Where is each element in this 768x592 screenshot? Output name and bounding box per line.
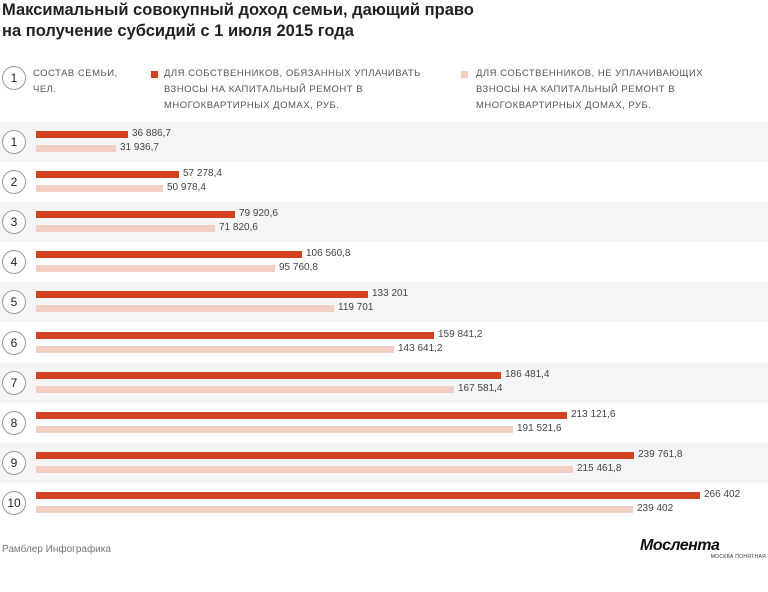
value-label-series-1: 239 761,8 (638, 449, 683, 460)
value-label-series-2: 95 760,8 (279, 262, 318, 273)
mos-lenta-logo: Мослента москва понятная (640, 538, 768, 562)
bar-series-2 (36, 225, 215, 232)
chart-row-bg (0, 443, 768, 483)
chart-row-bg (0, 162, 768, 202)
legend-family-label: Состав семьи, чел. (33, 68, 118, 95)
chart-row-bg (0, 202, 768, 242)
value-label-series-1: 36 886,7 (132, 128, 171, 139)
bar-series-1 (36, 372, 501, 379)
value-label-series-2: 31 936,7 (120, 142, 159, 153)
bar-series-2 (36, 185, 163, 192)
value-label-series-1: 186 481,4 (505, 369, 550, 380)
bar-series-2 (36, 506, 633, 513)
category-label: 4 (2, 250, 26, 274)
value-label-series-1: 133 201 (372, 288, 409, 299)
bar-series-2 (36, 305, 334, 312)
value-label-series-2: 215 461,8 (577, 463, 622, 474)
legend-series-1-label: Для собственников, обязанных уплачивать … (164, 68, 421, 111)
bar-series-1 (36, 251, 302, 258)
legend-series-2-label: Для собственников, не уплачивающих взнос… (476, 68, 704, 111)
chart-row-bg (0, 363, 768, 403)
value-label-series-1: 266 402 (704, 489, 741, 500)
value-label-series-1: 159 841,2 (438, 329, 483, 340)
legend-series-2-swatch (461, 71, 468, 78)
value-label-series-1: 213 121,6 (571, 409, 616, 420)
value-label-series-2: 50 978,4 (167, 182, 206, 193)
bar-series-1 (36, 131, 128, 138)
legend-family-icon: 1 (2, 66, 26, 90)
value-label-series-1: 106 560,8 (306, 248, 351, 259)
value-label-series-2: 239 402 (637, 503, 674, 514)
category-label: 3 (2, 210, 26, 234)
category-label: 2 (2, 170, 26, 194)
chart-row-bg (0, 282, 768, 322)
bar-series-2 (36, 346, 394, 353)
chart-row-bg (0, 122, 768, 162)
bar-series-1 (36, 211, 235, 218)
value-label-series-2: 119 701 (338, 302, 374, 313)
chart-row-bg (0, 403, 768, 443)
legend-series-1-swatch (151, 71, 158, 78)
source-credit: Рамблер Инфографика (2, 544, 111, 555)
category-label: 7 (2, 371, 26, 395)
bar-series-2 (36, 265, 275, 272)
bar-series-1 (36, 171, 179, 178)
value-label-series-2: 191 521,6 (517, 423, 562, 434)
chart-row-bg (0, 323, 768, 363)
category-label: 8 (2, 411, 26, 435)
chart-title: Максимальный совокупный доход семьи, даю… (2, 0, 702, 42)
bar-series-2 (36, 466, 573, 473)
category-label: 9 (2, 451, 26, 475)
chart-title-line-2: на получение субсидий с 1 июля 2015 года (2, 22, 354, 40)
chart-row-bg (0, 242, 768, 282)
bar-series-1 (36, 492, 700, 499)
value-label-series-2: 143 641,2 (398, 343, 443, 354)
category-label: 10 (2, 491, 26, 515)
bar-series-1 (36, 332, 434, 339)
value-label-series-1: 57 278,4 (183, 168, 222, 179)
bar-series-1 (36, 452, 634, 459)
logo-subtitle: москва понятная (710, 554, 766, 560)
value-label-series-1: 79 920,6 (239, 208, 278, 219)
value-label-series-2: 167 581,4 (458, 383, 503, 394)
bar-series-2 (36, 145, 116, 152)
bar-series-2 (36, 386, 454, 393)
category-label: 1 (2, 130, 26, 154)
value-label-series-2: 71 820,6 (219, 222, 258, 233)
bar-series-1 (36, 291, 368, 298)
category-label: 5 (2, 290, 26, 314)
bar-series-1 (36, 412, 567, 419)
logo-wordmark: Мослента (640, 537, 720, 554)
bar-series-2 (36, 426, 513, 433)
category-label: 6 (2, 331, 26, 355)
chart-title-line-1: Максимальный совокупный доход семьи, даю… (2, 1, 474, 19)
